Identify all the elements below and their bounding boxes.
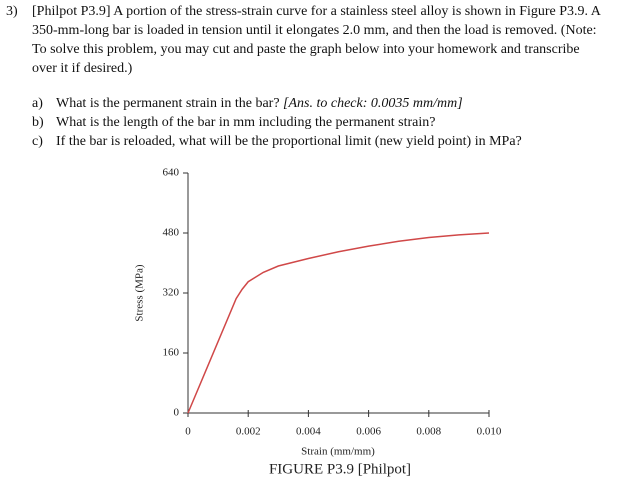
problem-line: [Philpot P3.9] A portion of the stress-s… — [32, 4, 601, 19]
x-tick-label: 0 — [185, 426, 191, 438]
question-label: b) — [32, 115, 44, 130]
question-text: If the bar is reloaded, what will be the… — [56, 134, 522, 149]
figure-caption: FIGURE P3.9 [Philpot] — [269, 461, 411, 477]
x-tick-label: 0.010 — [477, 426, 502, 438]
y-tick-label: 0 — [174, 407, 180, 419]
y-tick-label: 320 — [163, 287, 180, 299]
x-tick-label: 0.006 — [356, 426, 381, 438]
question: What is the permanent strain in the bar?… — [56, 94, 463, 113]
y-axis-label: Stress (MPa) — [134, 264, 146, 321]
problem-line: over it if desired.) — [32, 61, 133, 76]
y-tick-label: 160 — [163, 347, 180, 359]
problem-line: 350-mm-long bar is loaded in tension unt… — [32, 23, 597, 38]
problem-line: To solve this problem, you may cut and p… — [32, 42, 580, 57]
question-label: a) — [32, 96, 43, 111]
y-tick-label: 480 — [163, 227, 180, 239]
question-text: What is the length of the bar in mm incl… — [56, 115, 436, 130]
question-text: What is the permanent strain in the bar? — [56, 96, 280, 111]
question-label: c) — [32, 134, 43, 149]
x-tick-label: 0.002 — [236, 426, 261, 438]
answer-hint: [Ans. to check: 0.0035 mm/mm] — [283, 96, 463, 111]
stress-strain-curve — [187, 232, 490, 414]
x-tick-label: 0.004 — [296, 426, 321, 438]
y-tick-label: 640 — [163, 167, 180, 179]
x-axis-label: Strain (mm/mm) — [301, 446, 375, 458]
problem-number: 3) — [6, 4, 18, 19]
x-tick-label: 0.008 — [416, 426, 441, 438]
